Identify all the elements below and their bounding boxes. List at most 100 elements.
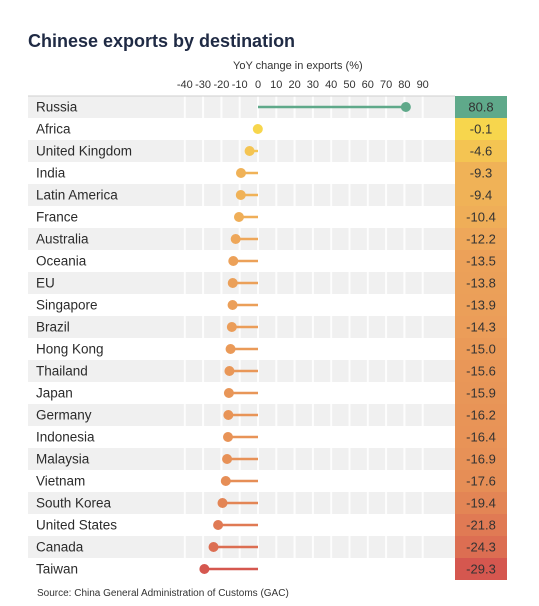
data-label: -29.3 xyxy=(466,562,496,577)
data-label: -12.2 xyxy=(466,232,496,247)
lollipop-dot xyxy=(213,520,224,530)
value-cell xyxy=(455,162,507,184)
x-tick-label: -30 xyxy=(195,79,211,91)
category-label: EU xyxy=(36,276,55,291)
value-cell xyxy=(455,316,507,338)
data-label: -14.3 xyxy=(466,320,496,335)
lollipop-dot xyxy=(217,498,228,508)
category-label: Latin America xyxy=(36,188,118,203)
x-axis-title: YoY change in exports (%) xyxy=(233,60,363,72)
category-label: India xyxy=(36,166,66,181)
category-label: France xyxy=(36,210,78,225)
lollipop-dot xyxy=(227,300,238,310)
category-label: Indonesia xyxy=(36,430,95,445)
lollipop-dot xyxy=(222,432,233,442)
value-cell xyxy=(455,426,507,448)
category-label: Singapore xyxy=(36,298,98,313)
category-label: Australia xyxy=(36,232,89,247)
data-label: -17.6 xyxy=(466,474,496,489)
data-label: -15.0 xyxy=(466,342,496,357)
lollipop-dot xyxy=(400,102,411,112)
x-tick-label: -10 xyxy=(232,79,248,91)
value-cell xyxy=(455,206,507,228)
x-tick-label: 60 xyxy=(362,79,374,91)
data-label: -16.9 xyxy=(466,452,496,467)
category-label: Brazil xyxy=(36,320,70,335)
value-cell xyxy=(455,140,507,162)
lollipop-dot xyxy=(225,344,236,354)
data-label: -15.9 xyxy=(466,386,496,401)
data-label: -9.4 xyxy=(470,188,492,203)
value-cell xyxy=(455,228,507,250)
value-cell xyxy=(455,250,507,272)
category-label: Hong Kong xyxy=(36,342,104,357)
data-label: -21.8 xyxy=(466,518,496,533)
category-label: Taiwan xyxy=(36,562,78,577)
chart-title: Chinese exports by destination xyxy=(28,31,296,51)
value-cell xyxy=(455,536,507,558)
category-label: Africa xyxy=(36,122,71,137)
value-cell xyxy=(455,382,507,404)
lollipop-dot xyxy=(208,542,219,552)
lollipop-dot xyxy=(222,454,233,464)
x-tick-label: -20 xyxy=(213,79,229,91)
lollipop-dot xyxy=(223,410,234,420)
x-tick-label: 40 xyxy=(325,79,337,91)
lollipop-dot xyxy=(244,146,255,156)
data-label: -10.4 xyxy=(466,210,496,225)
value-cell xyxy=(455,184,507,206)
data-label: -16.2 xyxy=(466,408,496,423)
data-label: -13.9 xyxy=(466,298,496,313)
value-cell xyxy=(455,118,507,140)
row-background xyxy=(28,96,455,118)
x-tick-label: 80 xyxy=(398,79,410,91)
data-label: -15.6 xyxy=(466,364,496,379)
category-label: United States xyxy=(36,518,117,533)
lollipop-dot xyxy=(224,366,235,376)
data-label: -24.3 xyxy=(466,540,496,555)
data-label: -9.3 xyxy=(470,166,492,181)
x-tick-label: 50 xyxy=(343,79,355,91)
value-cell xyxy=(455,558,507,580)
value-cell xyxy=(455,272,507,294)
lollipop-dot xyxy=(233,212,244,222)
x-tick-label: 20 xyxy=(288,79,300,91)
data-label: 80.8 xyxy=(468,100,493,115)
lollipop-dot xyxy=(226,322,237,332)
data-label: -13.5 xyxy=(466,254,496,269)
data-label: -13.8 xyxy=(466,276,496,291)
value-cell xyxy=(455,514,507,536)
lollipop-dot xyxy=(199,564,210,574)
value-cell xyxy=(455,96,507,118)
lollipop-dot xyxy=(223,388,234,398)
category-label: Russia xyxy=(36,100,78,115)
value-cell xyxy=(455,360,507,382)
category-label: Canada xyxy=(36,540,84,555)
source-note: Source: China General Administration of … xyxy=(37,588,289,599)
value-cell xyxy=(455,448,507,470)
category-label: Vietnam xyxy=(36,474,85,489)
lollipop-dot xyxy=(230,234,241,244)
category-label: South Korea xyxy=(36,496,112,511)
row-background xyxy=(28,140,455,162)
value-cell xyxy=(455,470,507,492)
x-tick-label: 10 xyxy=(270,79,282,91)
category-label: Germany xyxy=(36,408,92,423)
data-label: -19.4 xyxy=(466,496,496,511)
value-cell xyxy=(455,338,507,360)
category-label: Malaysia xyxy=(36,452,90,467)
lollipop-dot xyxy=(235,190,246,200)
category-label: Oceania xyxy=(36,254,87,269)
value-cell xyxy=(455,404,507,426)
x-tick-label: 0 xyxy=(255,79,261,91)
lollipop-dot xyxy=(252,124,263,134)
category-label: Japan xyxy=(36,386,73,401)
lollipop-dot xyxy=(227,278,238,288)
row-background xyxy=(28,118,455,140)
category-label: Thailand xyxy=(36,364,88,379)
lollipop-dot xyxy=(228,256,239,266)
x-tick-label: -40 xyxy=(177,79,193,91)
x-tick-label: 30 xyxy=(307,79,319,91)
